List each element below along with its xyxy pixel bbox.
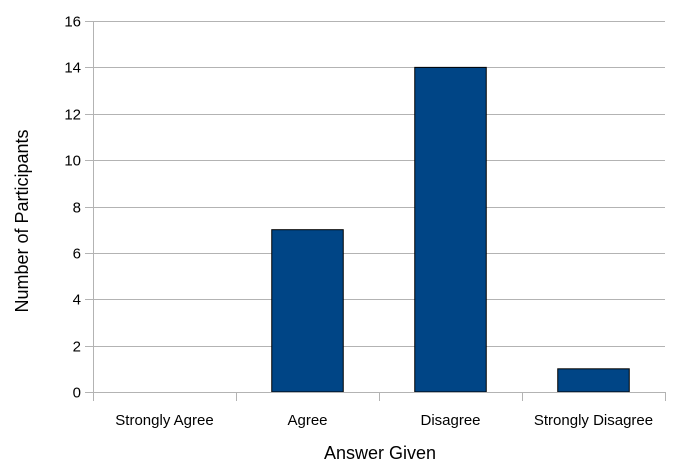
y-axis-title: Number of Participants [12, 129, 32, 312]
gridlines [93, 21, 665, 393]
x-tick-label: Disagree [420, 412, 480, 429]
y-tick-label: 4 [73, 292, 81, 309]
bars [271, 66, 630, 393]
x-tick-labels: Strongly Agree Agree Disagree Strongly Disa… [115, 412, 653, 429]
bar-agree [271, 229, 344, 393]
y-tick-labels: 0 2 4 6 8 10 12 14 16 [64, 14, 81, 402]
x-axis-title: Answer Given [324, 443, 436, 463]
x-tick-label: Strongly Disagree [534, 412, 653, 429]
axes [85, 21, 666, 401]
y-tick-label: 2 [73, 339, 81, 356]
y-tick-label: 6 [73, 246, 81, 263]
y-tick-label: 0 [73, 385, 81, 402]
y-tick-label: 16 [64, 14, 81, 31]
y-tick-label: 8 [73, 200, 81, 217]
y-tick-label: 10 [64, 153, 81, 170]
bar-strongly-disagree [557, 368, 630, 393]
bar-disagree [414, 66, 487, 393]
y-tick-label: 12 [64, 107, 81, 124]
y-tick-label: 14 [64, 60, 81, 77]
x-tick-label: Agree [287, 412, 327, 429]
x-tick-label: Strongly Agree [115, 412, 213, 429]
